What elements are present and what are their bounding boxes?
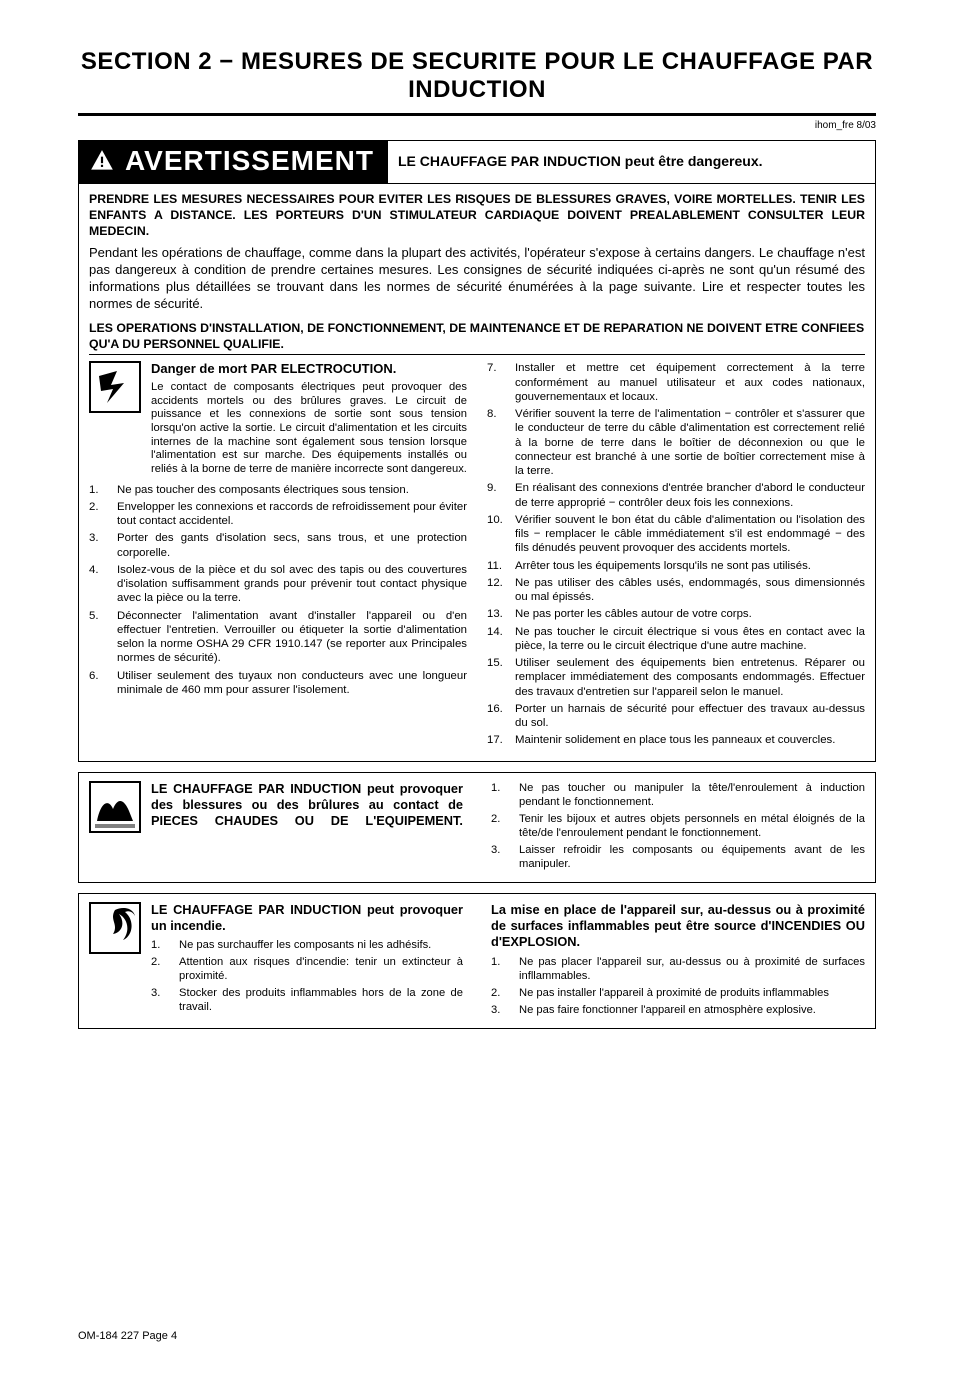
- hot-parts-title: LE CHAUFFAGE PAR INDUCTION peut provoque…: [151, 781, 463, 830]
- hot-parts-box: LE CHAUFFAGE PAR INDUCTION peut provoque…: [78, 772, 876, 883]
- list-item: Ne pas surchauffer les composants ni les…: [151, 938, 463, 952]
- list-item: Isolez-vous de la pièce et du sol avec d…: [89, 563, 467, 606]
- electrocution-list-right: Installer et mettre cet équipement corre…: [487, 361, 865, 747]
- fire-icon: [89, 902, 141, 1018]
- section-title: SECTION 2 − MESURES DE SECURITE POUR LE …: [78, 48, 876, 116]
- list-item: Stocker des produits inflammables hors d…: [151, 986, 463, 1014]
- list-item: Ne pas installer l'appareil à proximité …: [491, 986, 865, 1000]
- list-item: Utiliser seulement des tuyaux non conduc…: [89, 669, 467, 698]
- list-item: Utiliser seulement des équipements bien …: [487, 656, 865, 699]
- list-item: Vérifier souvent la terre de l'alimentat…: [487, 407, 865, 478]
- page-footer: OM-184 227 Page 4: [78, 1329, 876, 1343]
- electrocution-icon: [89, 361, 141, 476]
- list-item: En réalisant des connexions d'entrée bra…: [487, 481, 865, 510]
- warning-header-row: AVERTISSEMENT LE CHAUFFAGE PAR INDUCTION…: [79, 141, 875, 184]
- list-item: Ne pas faire fonctionner l'appareil en a…: [491, 1003, 865, 1017]
- list-item: Ne pas porter les câbles autour de votre…: [487, 607, 865, 621]
- list-item: Vérifier souvent le bon état du câble d'…: [487, 513, 865, 556]
- list-item: Ne pas toucher ou manipuler la tête/l'en…: [491, 781, 865, 809]
- list-item: Ne pas utiliser des câbles usés, endomma…: [487, 576, 865, 605]
- list-item: Installer et mettre cet équipement corre…: [487, 361, 865, 404]
- list-item: Porter un harnais de sécurité pour effec…: [487, 702, 865, 731]
- list-item: Ne pas placer l'appareil sur, au-dessus …: [491, 955, 865, 983]
- intro-bold: PRENDRE LES MESURES NECESSAIRES POUR EVI…: [89, 192, 865, 239]
- fire-box: LE CHAUFFAGE PAR INDUCTION peut provoque…: [78, 893, 876, 1029]
- qualified-personnel: LES OPERATIONS D'INSTALLATION, DE FONCTI…: [89, 321, 865, 355]
- warning-box: AVERTISSEMENT LE CHAUFFAGE PAR INDUCTION…: [78, 140, 876, 761]
- fire-right-list: Ne pas placer l'appareil sur, au-dessus …: [491, 955, 865, 1017]
- warning-icon: [89, 148, 115, 174]
- list-item: Laisser refroidir les composants ou équi…: [491, 843, 865, 871]
- intro-plain: Pendant les opérations de chauffage, com…: [89, 245, 865, 313]
- warning-badge: AVERTISSEMENT: [79, 141, 388, 183]
- hot-parts-icon: [89, 781, 141, 838]
- electrocution-list-left: Ne pas toucher des composants électrique…: [89, 483, 467, 698]
- list-item: Maintenir solidement en place tous les p…: [487, 733, 865, 747]
- list-item: Attention aux risques d'incendie: tenir …: [151, 955, 463, 983]
- doc-ref: ihom_fre 8/03: [78, 120, 876, 133]
- fire-left-list: Ne pas surchauffer les composants ni les…: [151, 938, 463, 1014]
- list-item: Tenir les bijoux et autres objets person…: [491, 812, 865, 840]
- electrocution-title: Danger de mort PAR ELECTROCUTION.: [151, 361, 467, 378]
- list-item: Déconnecter l'alimentation avant d'insta…: [89, 609, 467, 666]
- list-item: Envelopper les connexions et raccords de…: [89, 500, 467, 529]
- list-item: Porter des gants d'isolation secs, sans …: [89, 531, 467, 560]
- list-item: Ne pas toucher le circuit électrique si …: [487, 625, 865, 654]
- warning-headline: LE CHAUFFAGE PAR INDUCTION peut être dan…: [388, 141, 875, 183]
- fire-right-title: La mise en place de l'appareil sur, au-d…: [491, 902, 865, 951]
- electrocution-section: Danger de mort PAR ELECTROCUTION. Le con…: [89, 361, 865, 750]
- hot-parts-list: Ne pas toucher ou manipuler la tête/l'en…: [491, 781, 865, 871]
- electrocution-desc: Le contact de composants électriques peu…: [151, 381, 467, 477]
- fire-left-title: LE CHAUFFAGE PAR INDUCTION peut provoque…: [151, 902, 463, 935]
- list-item: Ne pas toucher des composants électrique…: [89, 483, 467, 497]
- list-item: Arrêter tous les équipements lorsqu'ils …: [487, 559, 865, 573]
- warning-label: AVERTISSEMENT: [125, 143, 374, 179]
